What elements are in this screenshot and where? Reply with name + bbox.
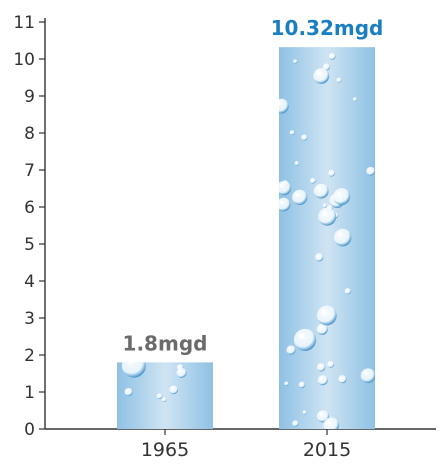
x-tick-label: 2015 <box>303 439 351 461</box>
x-tick-label: 1965 <box>141 439 189 461</box>
y-tick-label: 0 <box>24 420 35 440</box>
y-tick-label: 1 <box>24 383 35 403</box>
data-label: 1.8mgd <box>123 331 208 355</box>
y-tick-label: 5 <box>24 235 35 255</box>
data-labels: 1.8mgd 10.32mgd <box>123 16 384 355</box>
bar <box>279 47 375 429</box>
x-axis: 1965 2015 <box>45 428 436 461</box>
data-label: 10.32mgd <box>271 16 384 40</box>
y-tick-label: 7 <box>24 161 35 181</box>
bar-1965 <box>117 362 213 429</box>
y-tick-label: 4 <box>24 272 35 292</box>
y-tick-label: 11 <box>13 13 35 33</box>
bars <box>117 47 375 429</box>
water-droplets <box>279 53 375 429</box>
y-tick-label: 8 <box>24 124 35 144</box>
water-droplets <box>121 362 187 403</box>
y-tick-label: 2 <box>24 346 35 366</box>
y-tick-label: 6 <box>24 198 35 218</box>
y-tick-label: 3 <box>24 309 35 329</box>
y-tick-label: 10 <box>13 50 35 70</box>
bar-2015 <box>279 47 375 429</box>
y-tick-label: 9 <box>24 87 35 107</box>
y-axis: 0 1 2 3 4 5 6 7 8 9 10 11 <box>13 13 46 440</box>
